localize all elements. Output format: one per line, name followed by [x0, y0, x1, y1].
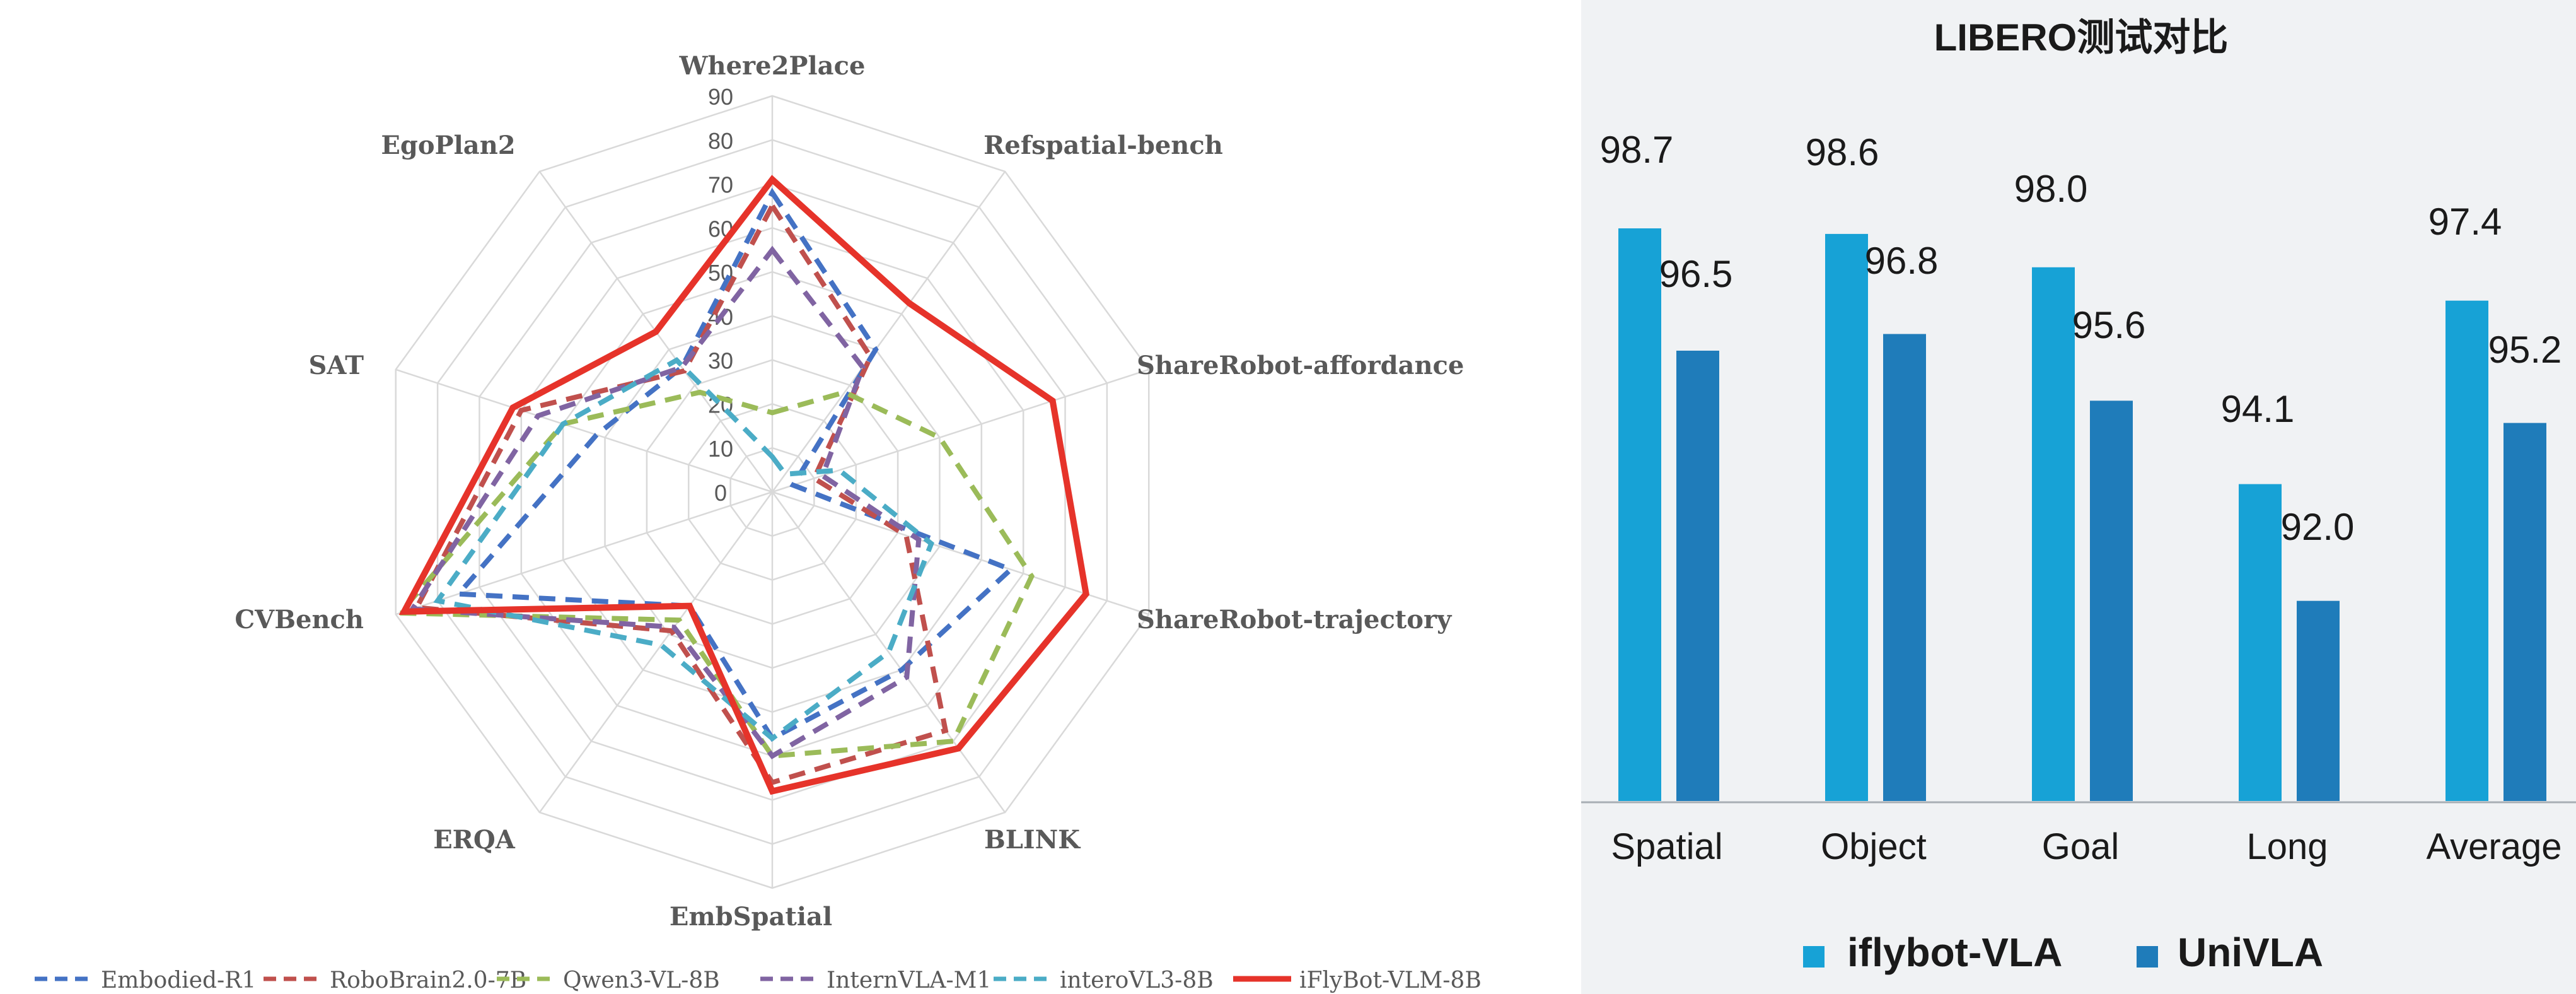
- bar-group: 97.4 95.2: [2428, 201, 2562, 802]
- radar-spoke: [772, 491, 1149, 616]
- radar-series-internvla-m1: [408, 245, 922, 759]
- bar-iflybot-vla: [2445, 300, 2488, 802]
- bar-univla: [2503, 423, 2546, 801]
- legend-label: interoVL3-8B: [1060, 968, 1214, 993]
- radar-axis-label: EmbSpatial: [670, 902, 832, 932]
- radar-axis-label: EgoPlan2: [381, 131, 515, 160]
- radar-axis-label: Where2Place: [679, 51, 866, 81]
- legend-item: interoVL3-8B: [994, 968, 1214, 993]
- radar-tick-label: 70: [708, 172, 733, 198]
- bar-group: 94.1 92.0: [2221, 388, 2355, 801]
- legend-item: Qwen3-VL-8B: [497, 968, 720, 993]
- bar-legend: iflybot-VLA UniVLA: [1803, 930, 2323, 975]
- legend-item: iFlyBot-VLM-8B: [1233, 968, 1482, 993]
- bar-group: 98.0 95.6: [2014, 168, 2146, 801]
- radar-axis-label: BLINK: [984, 825, 1081, 855]
- radar-spoke: [771, 171, 1006, 493]
- bar-category-labels: Spatial Object Goal Long Average: [1611, 826, 2561, 867]
- bar-value-label: 94.1: [2221, 388, 2295, 430]
- bar-iflybot-vla: [1825, 233, 1868, 801]
- radar-spoke: [772, 368, 1149, 493]
- radar-axis-label: ERQA: [433, 825, 516, 855]
- legend-label: iflybot-VLA: [1847, 930, 2062, 975]
- bar-iflybot-vla: [2239, 484, 2282, 801]
- radar-spoke: [395, 368, 773, 493]
- radar-series-qwen3-vl-8b: [394, 389, 1035, 759]
- radar-spoke: [538, 491, 774, 813]
- radar-axis-label: SAT: [309, 351, 364, 380]
- radar-spoke: [395, 491, 773, 616]
- bar-iflybot-vla: [2032, 267, 2075, 801]
- bar-chart-title: LIBERO测试对比: [1934, 16, 2229, 59]
- legend-item: iflybot-VLA: [1803, 930, 2062, 975]
- legend-label: RoboBrain2.0-7B: [330, 968, 526, 993]
- legend-swatch: [2137, 946, 2158, 968]
- radar-axis-label: CVBench: [235, 605, 364, 634]
- bar-univla: [2297, 600, 2340, 801]
- bar-value-label: 98.6: [1806, 131, 1879, 173]
- radar-axis-label: ShareRobot-affordance: [1137, 351, 1464, 380]
- legend-item: UniVLA: [2137, 930, 2323, 975]
- x-tick-label: Average: [2427, 826, 2562, 867]
- radar-grid: [395, 95, 1150, 889]
- legend-label: InternVLA-M1: [827, 968, 991, 993]
- bar-value-label: 97.4: [2428, 201, 2502, 243]
- bar-group: 98.7 96.5: [1600, 129, 1733, 801]
- bar-groups: 98.7 96.5 98.6 96.8 98.0 95.6 94.1 92.0 97.4 95.2: [1600, 129, 2562, 802]
- bar-univla: [2090, 401, 2133, 801]
- radar-chart-panel: 0 10 20 30 40 50 60 70 80 90 Where2Place Refspatial…: [35, 51, 1482, 993]
- bar-value-label: 96.5: [1659, 253, 1733, 295]
- x-tick-label: Goal: [2042, 826, 2120, 867]
- bar-chart: LIBERO测试对比 98.7 96.5 98.6 96.8 98.0 95.6 94.1 92…: [1581, 16, 2576, 975]
- bar-group: 98.6 96.8: [1806, 131, 1939, 801]
- radar-series: [394, 175, 1090, 795]
- legend-label: iFlyBot-VLM-8B: [1299, 968, 1482, 993]
- bar-univla: [1883, 334, 1926, 801]
- bar-value-label: 96.8: [1865, 240, 1939, 282]
- radar-axis-labels: Where2Place Refspatial-bench ShareRobot-af…: [235, 51, 1464, 932]
- legend-swatch: [1803, 946, 1825, 968]
- bar-univla: [1676, 351, 1719, 801]
- legend-item: InternVLA-M1: [760, 968, 991, 993]
- bar-value-label: 95.6: [2072, 304, 2146, 346]
- bar-value-label: 98.0: [2014, 168, 2088, 210]
- bar-chart-panel: LIBERO测试对比 98.7 96.5 98.6 96.8 98.0 95.6 94.1 92…: [1581, 0, 2576, 994]
- x-tick-label: Object: [1821, 826, 1927, 867]
- radar-tick-label: 0: [714, 480, 727, 506]
- bar-value-label: 92.0: [2281, 506, 2355, 548]
- bar-value-label: 98.7: [1600, 129, 1674, 171]
- bar-iflybot-vla: [1618, 228, 1661, 801]
- radar-series-interovl3-8b: [433, 357, 934, 742]
- radar-tick-label: 90: [708, 84, 733, 110]
- radar-axis-label: ShareRobot-trajectory: [1137, 605, 1453, 634]
- legend-item: Embodied-R1: [35, 968, 256, 993]
- radar-spoke: [771, 491, 1006, 813]
- legend-item: RoboBrain2.0-7B: [264, 968, 526, 993]
- radar-legend: Embodied-R1 RoboBrain2.0-7B Qwen3-VL-8B Int…: [35, 968, 1482, 993]
- radar-tick-label: 10: [708, 436, 733, 462]
- radar-series-iflybot-vlm-8b: [398, 175, 1090, 795]
- radar-tick-label: 30: [708, 348, 733, 374]
- legend-label: UniVLA: [2178, 930, 2323, 975]
- x-tick-label: Long: [2246, 826, 2328, 867]
- legend-label: Embodied-R1: [101, 968, 256, 993]
- radar-chart: 0102030405060708090Where2PlaceRefspatial…: [35, 51, 1482, 993]
- radar-axis-label: Refspatial-bench: [983, 131, 1223, 160]
- radar-tick-label: 80: [708, 128, 733, 154]
- x-tick-label: Spatial: [1611, 826, 1722, 867]
- legend-label: Qwen3-VL-8B: [563, 968, 720, 993]
- bar-value-label: 95.2: [2488, 329, 2562, 371]
- radar-series-robobrain2-0-7b: [412, 201, 949, 786]
